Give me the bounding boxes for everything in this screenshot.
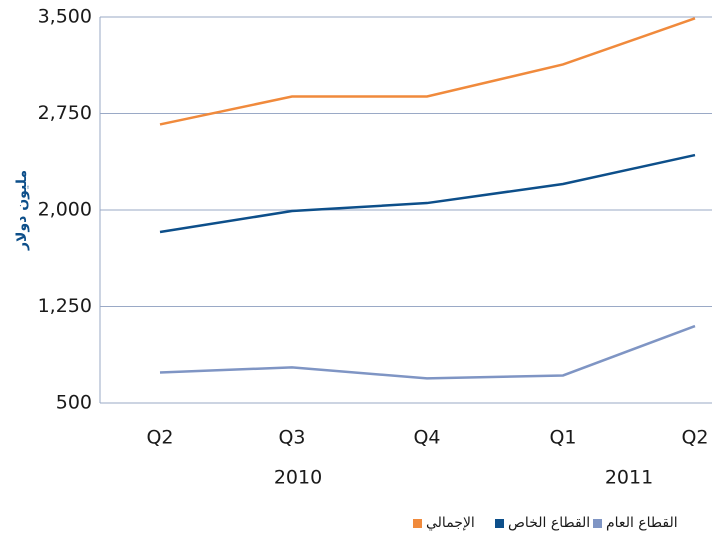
legend-label: القطاع العام [606,515,678,531]
y-tick-label: 3,500 [38,6,92,28]
x-tick-label: Q3 [278,427,305,449]
y-tick-label: 500 [56,392,92,414]
legend-label: الإجمالي [426,515,475,531]
series-line [159,17,696,126]
x-tick-label: Q1 [549,427,576,449]
x-tick-label: Q4 [413,427,440,449]
series-line [159,153,696,234]
legend-label: القطاع الخاص [508,515,590,531]
year-label: 2010 [274,467,322,489]
series-line [159,324,696,380]
legend-swatch [413,519,422,528]
y-tick-label: 1,250 [38,295,92,317]
legend-swatch [495,519,504,528]
y-tick-label: 2,750 [38,102,92,124]
y-axis-label: مليون دولار [14,170,30,251]
year-label: 2011 [605,467,653,489]
x-tick-label: Q2 [146,427,173,449]
x-tick-label: Q2 [681,427,708,449]
y-tick-label: 2,000 [38,199,92,221]
legend-swatch [593,519,602,528]
